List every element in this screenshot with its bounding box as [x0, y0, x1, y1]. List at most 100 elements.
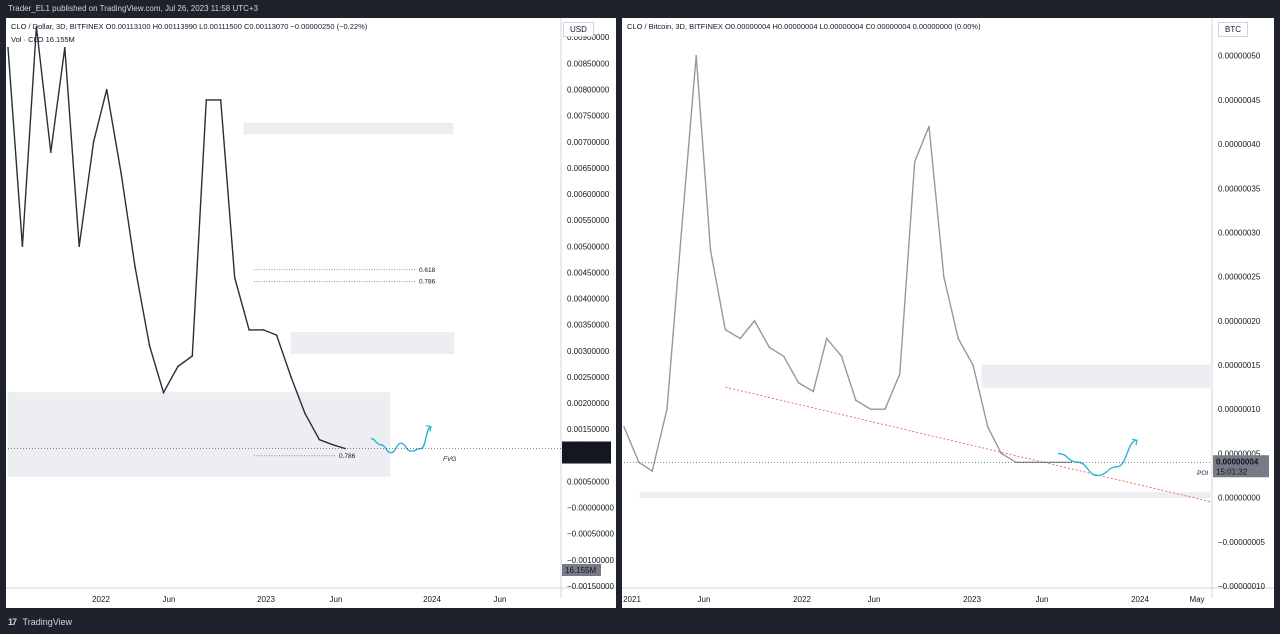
projection-arrow-icon — [1131, 438, 1138, 446]
chart-btc-ohlc: O0.00000004 H0.00000004 L0.00000004 C0.0… — [724, 22, 981, 31]
y-tick-label: 0.00350000 — [567, 321, 610, 330]
price-point — [219, 99, 222, 101]
projection-arrow-icon — [425, 425, 432, 432]
y-tick-label: 0.00750000 — [567, 112, 610, 121]
price-series-line — [7, 26, 346, 450]
zone-rect — [7, 392, 391, 477]
price-point — [148, 344, 151, 347]
x-tick-label: May — [1189, 595, 1204, 604]
price-point — [262, 329, 265, 331]
price-point — [782, 355, 785, 357]
chart-panel-btc[interactable]: 0.00000050 0.00000045 0.00000040 0.00000035… — [622, 18, 1274, 608]
x-tick-label: Jun — [868, 595, 881, 604]
x-tick-label: Jun — [330, 595, 343, 604]
price-point — [318, 438, 321, 441]
price-point — [840, 355, 843, 357]
y-tick-label: −0.00000000 — [567, 504, 614, 513]
y-tick-label: −0.00000005 — [1218, 538, 1265, 547]
y-tick-label: 0.00000025 — [1218, 273, 1261, 282]
price-point — [680, 231, 683, 234]
volume-tag-label: 16.155M — [565, 566, 596, 575]
y-tick-label: 0.00850000 — [567, 59, 610, 68]
chart-usd-volume-legend: Vol · CLO 16.155M — [11, 35, 75, 44]
price-point — [1029, 461, 1032, 464]
poi-label: POI — [1197, 470, 1208, 477]
price-point — [825, 337, 828, 340]
price-point — [1000, 452, 1002, 455]
y-tick-label: −0.00000010 — [1218, 582, 1265, 591]
price-point — [162, 391, 165, 394]
price-point — [972, 364, 974, 366]
x-tick-label: 2021 — [623, 595, 641, 604]
y-tick-label: 0.00150000 — [567, 425, 610, 434]
price-point — [957, 337, 959, 340]
x-tick-label: 2024 — [423, 595, 441, 604]
x-tick-label: Jun — [494, 595, 507, 604]
x-tick-label: 2023 — [257, 595, 275, 604]
price-point — [344, 447, 346, 450]
x-tick-label: Jun — [163, 595, 176, 604]
publish-header: Trader_EL1 published on TradingView.com,… — [0, 0, 1280, 18]
publish-header-text: Trader_EL1 published on TradingView.com,… — [8, 4, 259, 13]
currency-btc-button[interactable]: BTC — [1218, 22, 1248, 37]
y-tick-label: 0.00000005 — [1218, 449, 1261, 458]
price-point — [275, 334, 278, 336]
last-price-tag — [1213, 455, 1269, 478]
price-point — [290, 376, 292, 378]
price-point — [120, 172, 122, 174]
projection-curve — [1057, 439, 1138, 477]
price-point — [651, 470, 654, 472]
price-point — [78, 245, 81, 248]
projection-curve — [370, 425, 432, 454]
zone-rect — [981, 364, 1211, 388]
chart-btc-svg[interactable]: 0.00000050 0.00000045 0.00000040 0.00000035… — [622, 18, 1274, 608]
price-point — [233, 276, 236, 279]
support-trendline — [725, 386, 1213, 503]
price-point — [205, 99, 208, 101]
last-price-label: 0.00113070 — [565, 444, 607, 453]
x-tick-label: 2023 — [963, 595, 981, 604]
price-point — [695, 54, 697, 57]
countdown-label: 15:01:32 — [565, 454, 597, 463]
tradingview-logo-icon: 17 — [8, 617, 17, 627]
y-tick-label: 0.00000010 — [1218, 405, 1261, 414]
price-point — [913, 160, 916, 163]
y-tick-label: 0.00000035 — [1218, 184, 1261, 193]
price-point — [797, 381, 800, 384]
y-tick-label: 0.00000040 — [1218, 140, 1261, 149]
price-point — [638, 461, 640, 464]
chart-btc-title: CLO / Bitcoin, 3D, BITFINEX — [627, 22, 723, 31]
y-tick-label: 0.00000000 — [1218, 494, 1261, 503]
y-tick-label: 0.00900000 — [567, 33, 610, 42]
chart-usd-svg[interactable]: 0.00900000 0.00850000 0.00800000 0.00750000… — [6, 18, 616, 608]
price-point — [768, 346, 771, 349]
price-point — [666, 408, 668, 411]
price-point — [709, 249, 712, 251]
y-tick-label: −0.00100000 — [567, 556, 614, 565]
y-tick-label: 0.00000045 — [1218, 96, 1261, 105]
x-tick-label: Jun — [1036, 595, 1049, 604]
price-point — [739, 337, 741, 340]
y-tick-label: 0.00200000 — [567, 399, 610, 408]
fib-level-label: 0.618 — [419, 267, 436, 274]
x-tick-label: 2022 — [793, 595, 811, 604]
footer-bar: 17 TradingView — [0, 610, 1280, 634]
last-price-label: 0.00000004 — [1216, 457, 1259, 466]
last-price-tag — [562, 441, 611, 464]
price-series-line — [623, 55, 1072, 473]
currency-usd-button[interactable]: USD — [563, 22, 594, 37]
chart-panel-usd[interactable]: 0.00900000 0.00850000 0.00800000 0.00750000… — [6, 18, 616, 608]
price-point — [21, 245, 24, 248]
y-tick-label: 0.00050000 — [567, 477, 610, 486]
y-tick-label: 0.00000030 — [1218, 228, 1261, 237]
price-point — [928, 125, 930, 128]
y-tick-label: 0.00800000 — [567, 85, 610, 94]
price-point — [191, 355, 194, 357]
y-tick-label: 0.00550000 — [567, 216, 610, 225]
x-tick-label: Jun — [698, 595, 711, 604]
price-point — [304, 412, 306, 415]
price-point — [943, 275, 945, 278]
price-point — [812, 390, 815, 393]
volume-tag — [562, 564, 601, 576]
y-tick-label: 0.00450000 — [567, 268, 610, 277]
